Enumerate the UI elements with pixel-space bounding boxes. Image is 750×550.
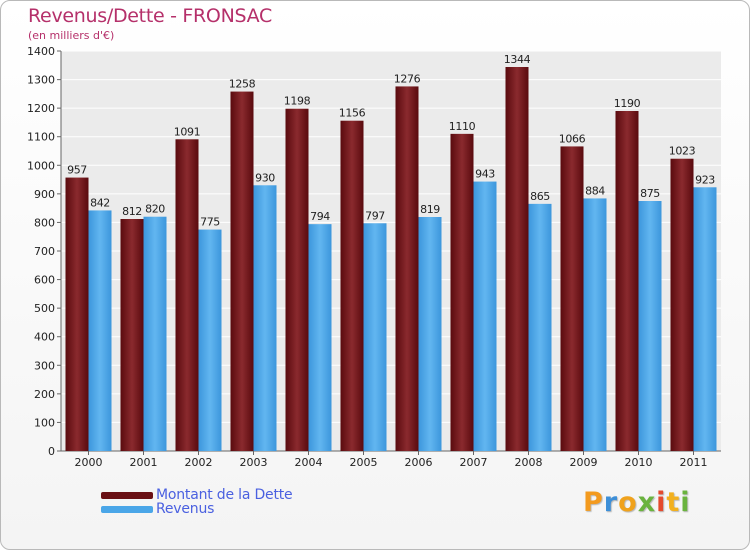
bar-debt <box>340 120 364 451</box>
bar-debt <box>505 67 529 451</box>
bar-revenue <box>528 203 552 451</box>
data-label-debt: 1276 <box>394 72 421 85</box>
brand-letter: o <box>618 487 638 518</box>
x-tick-label: 2004 <box>295 456 323 469</box>
bar-debt <box>175 139 199 452</box>
brand-letter: r <box>603 487 619 518</box>
data-label-debt: 1198 <box>284 95 311 108</box>
data-label-revenue: 930 <box>255 171 275 184</box>
y-tick-label: 900 <box>34 188 55 201</box>
bar-revenue <box>473 181 497 452</box>
legend-swatch-revenue <box>101 505 153 513</box>
legend-item-debt: Montant de la Dette <box>101 487 293 503</box>
bar-debt <box>670 158 694 451</box>
legend-label-revenue: Revenus <box>156 501 215 517</box>
data-label-revenue: 819 <box>420 203 440 216</box>
bar-revenue <box>253 185 277 452</box>
x-tick-label: 2006 <box>405 456 433 469</box>
bar-revenue <box>198 229 222 451</box>
bar-revenue <box>308 224 332 451</box>
bar-debt <box>120 219 144 451</box>
x-tick-label: 2001 <box>130 456 158 469</box>
y-tick-label: 400 <box>34 331 55 344</box>
y-tick-label: 1300 <box>27 74 55 87</box>
brand-letter: i <box>680 487 691 518</box>
bar-debt <box>65 177 89 452</box>
data-label-revenue: 923 <box>695 173 715 186</box>
legend-label-debt: Montant de la Dette <box>156 487 293 503</box>
y-tick-label: 700 <box>34 245 55 258</box>
x-tick-label: 2005 <box>350 456 378 469</box>
data-label-debt: 1156 <box>339 107 366 120</box>
data-label-debt: 1258 <box>229 78 256 91</box>
y-tick-label: 1000 <box>27 159 55 172</box>
y-tick-label: 1200 <box>27 102 55 115</box>
x-tick-label: 2002 <box>185 456 213 469</box>
data-label-revenue: 797 <box>365 209 385 222</box>
data-label-revenue: 820 <box>145 203 165 216</box>
bar-debt <box>560 146 584 451</box>
y-tick-label: 800 <box>34 216 55 229</box>
bar-revenue <box>143 216 167 451</box>
y-tick-label: 1100 <box>27 131 55 144</box>
brand-letter: x <box>637 487 657 518</box>
data-label-revenue: 775 <box>200 216 220 229</box>
data-label-debt: 1190 <box>614 97 641 110</box>
bar-revenue <box>363 223 387 451</box>
y-tick-label: 500 <box>34 302 55 315</box>
bar-revenue <box>88 210 112 451</box>
x-tick-label: 2003 <box>240 456 268 469</box>
data-label-revenue: 794 <box>310 210 330 223</box>
bar-debt <box>395 86 419 451</box>
data-label-revenue: 865 <box>530 190 550 203</box>
legend-swatch-debt <box>101 491 153 499</box>
bar-debt <box>615 111 639 451</box>
legend-item-revenue: Revenus <box>101 501 214 517</box>
x-tick-label: 2009 <box>570 456 598 469</box>
data-label-revenue: 842 <box>90 196 110 209</box>
brand-letter: i <box>656 487 667 518</box>
chart-title: Revenus/Dette - FRONSAC <box>28 5 272 27</box>
data-label-debt: 1066 <box>559 132 586 145</box>
bar-debt <box>285 108 309 451</box>
chart-subtitle: (en milliers d'€) <box>28 29 115 42</box>
y-tick-label: 100 <box>34 416 55 429</box>
y-tick-label: 0 <box>48 445 55 458</box>
bar-debt <box>450 133 474 451</box>
y-tick-label: 200 <box>34 388 55 401</box>
x-tick-label: 2008 <box>515 456 543 469</box>
brand-letter: t <box>666 487 681 518</box>
data-label-debt: 1110 <box>449 120 476 133</box>
x-tick-label: 2010 <box>625 456 653 469</box>
y-tick-label: 600 <box>34 274 55 287</box>
data-label-debt: 812 <box>122 205 142 218</box>
data-label-revenue: 875 <box>640 187 660 200</box>
bar-revenue <box>583 198 607 451</box>
bar-debt <box>230 91 254 452</box>
x-tick-label: 2011 <box>680 456 708 469</box>
bar-revenue <box>638 201 662 451</box>
brand-logo: Proxiti <box>583 487 691 518</box>
x-tick-label: 2007 <box>460 456 488 469</box>
data-label-debt: 1023 <box>669 145 696 158</box>
brand-letter: P <box>583 487 604 518</box>
bar-revenue <box>693 187 717 452</box>
data-label-revenue: 943 <box>475 168 495 181</box>
data-label-debt: 1091 <box>174 125 200 138</box>
data-label-revenue: 884 <box>585 184 605 197</box>
bar-revenue <box>418 217 442 451</box>
data-label-debt: 1344 <box>504 53 531 66</box>
y-tick-label: 300 <box>34 359 55 372</box>
data-label-debt: 957 <box>67 164 87 177</box>
y-tick-label: 1400 <box>27 45 55 58</box>
x-tick-label: 2000 <box>75 456 103 469</box>
